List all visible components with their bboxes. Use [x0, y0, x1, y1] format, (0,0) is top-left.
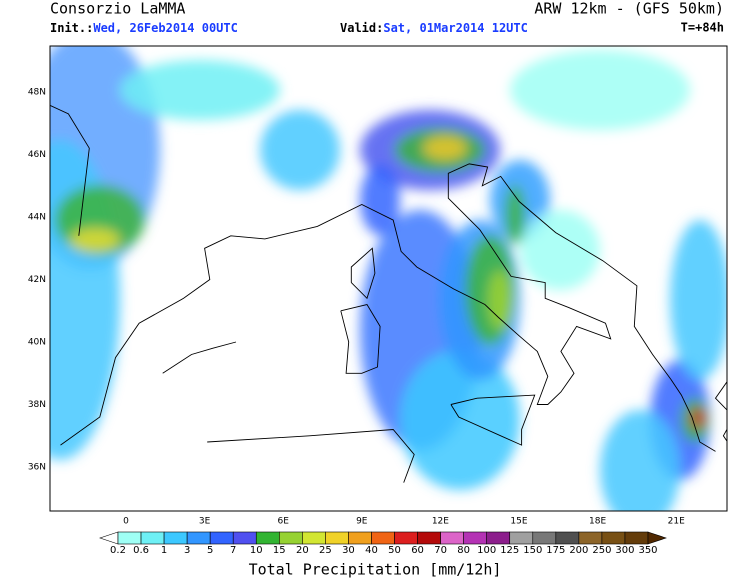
lon-label: 3E [199, 517, 211, 527]
coastlines [50, 104, 727, 483]
rain-area [260, 110, 340, 190]
lon-label: 21E [668, 517, 685, 527]
colorbar-box [486, 531, 511, 545]
lon-label: 0 [123, 517, 129, 527]
colorbar-label: 30 [342, 545, 355, 556]
lon-label: 6E [277, 517, 289, 527]
coastline [162, 341, 237, 374]
colorbar-box [394, 531, 418, 545]
colorbar-label: 80 [457, 545, 470, 556]
rain-area [423, 136, 467, 160]
colorbar-label: 10 [250, 545, 263, 556]
colorbar-label: 150 [523, 545, 542, 556]
lat-label: 42N [28, 275, 46, 285]
rain-area [120, 60, 280, 120]
colorbar-label: 250 [592, 545, 611, 556]
init-value: Wed, 26Feb2014 00UTC [93, 21, 238, 35]
colorbar-box [279, 531, 303, 545]
source: Consorzio LaMMA [50, 0, 185, 18]
lat-label: 46N [28, 150, 46, 160]
colorbar-label: 175 [546, 545, 565, 556]
coastline [450, 394, 536, 446]
colorbar-label: 0.2 [110, 545, 126, 556]
lead-time: T=+84h [681, 21, 724, 35]
rain-area [70, 228, 120, 252]
init: Init.:Wed, 26Feb2014 00UTC [50, 21, 238, 35]
colorbar-label: 200 [569, 545, 588, 556]
map-frame [49, 45, 728, 512]
colorbar-label: 3 [184, 545, 190, 556]
colorbar-label: 125 [500, 545, 519, 556]
colorbar-label: 1 [161, 545, 167, 556]
rain-area [520, 210, 600, 290]
colorbar-box [440, 531, 464, 545]
valid-value: Sat, 01Mar2014 12UTC [383, 21, 528, 35]
colorbar-box [255, 531, 280, 545]
rain-area [400, 350, 520, 490]
init-label: Init.: [50, 21, 93, 35]
rain-area [670, 220, 727, 380]
colorbar-box [232, 531, 257, 545]
lat-label: 48N [28, 88, 46, 98]
precipitation-field [50, 46, 727, 511]
colorbar-label: 300 [615, 545, 634, 556]
colorbar-arrow-high [647, 531, 667, 545]
colorbar-title: Total Precipitation [mm/12h] [249, 561, 502, 579]
colorbar-box [348, 531, 372, 545]
lat-label: 38N [28, 400, 46, 410]
map [50, 46, 727, 511]
colorbar-label: 5 [207, 545, 213, 556]
colorbar-box [163, 531, 188, 545]
colorbar-box [578, 531, 603, 545]
model: ARW 12km - (GFS 50km) [534, 0, 724, 18]
lat-label: 36N [28, 463, 46, 473]
valid-label: Valid: [340, 21, 383, 35]
valid: Valid:Sat, 01Mar2014 12UTC [340, 21, 528, 35]
colorbar-label: 70 [434, 545, 447, 556]
rain-area [505, 185, 525, 245]
colorbar-box [209, 531, 234, 545]
lat-label: 40N [28, 338, 46, 348]
colorbar-box [302, 531, 326, 545]
colorbar-box [601, 531, 626, 545]
coastline [340, 303, 381, 374]
lon-label: 18E [589, 517, 606, 527]
colorbar-label: 50 [388, 545, 401, 556]
colorbar-box [371, 531, 395, 545]
lat-label: 44N [28, 213, 46, 223]
rain-area [600, 410, 680, 511]
colorbar-box [624, 531, 649, 545]
colorbar-arrow-low [99, 531, 119, 545]
colorbar-box [509, 531, 534, 545]
rain-area [360, 165, 400, 235]
rain-area [510, 50, 690, 130]
rain-area [691, 408, 705, 428]
colorbar-label: 0.6 [133, 545, 149, 556]
lon-label: 12E [432, 517, 449, 527]
colorbar-label: 60 [411, 545, 424, 556]
lon-label: 9E [356, 517, 368, 527]
colorbar-box [186, 531, 211, 545]
colorbar-label: 100 [477, 545, 496, 556]
colorbar-box [117, 531, 142, 545]
colorbar-box [532, 531, 557, 545]
coastline [60, 163, 716, 452]
colorbar-box [555, 531, 580, 545]
colorbar-box [325, 531, 349, 545]
colorbar-label: 40 [365, 545, 378, 556]
colorbar-label: 20 [296, 545, 309, 556]
colorbar-box [463, 531, 487, 545]
colorbar-box [417, 531, 441, 545]
coastline [50, 104, 90, 236]
colorbar-label: 350 [638, 545, 657, 556]
colorbar-label: 15 [273, 545, 286, 556]
lon-label: 15E [510, 517, 527, 527]
rain-area [488, 270, 512, 330]
coastline [350, 247, 376, 300]
coastline [207, 429, 415, 483]
colorbar-label: 7 [230, 545, 236, 556]
colorbar-label: 25 [319, 545, 332, 556]
colorbar-box [140, 531, 165, 545]
